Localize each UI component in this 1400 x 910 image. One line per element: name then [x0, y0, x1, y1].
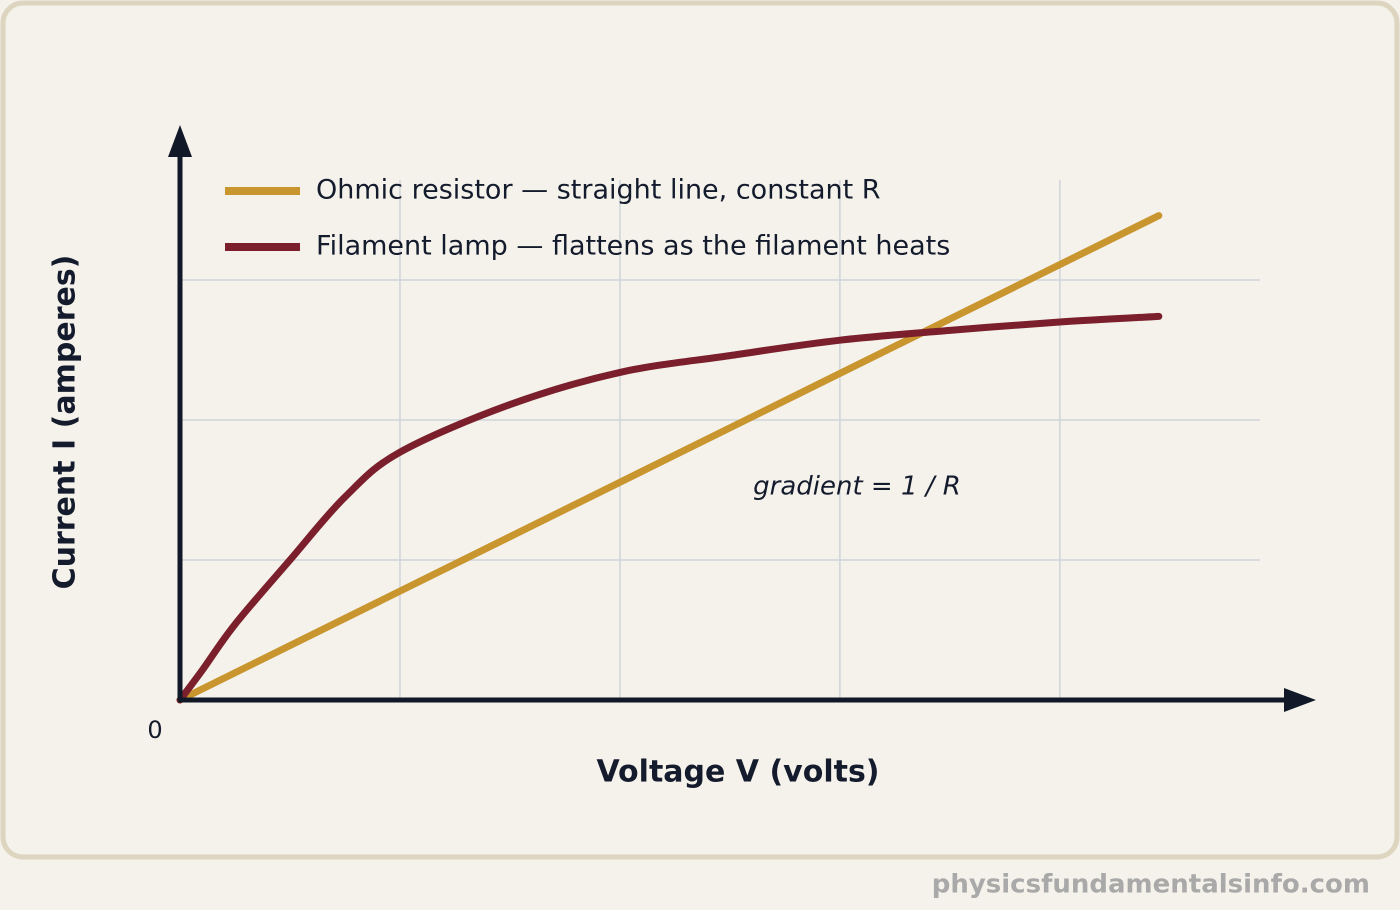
- y-axis-label: Current I (amperes): [48, 255, 83, 590]
- y-arrow: [168, 125, 192, 157]
- watermark: physicsfundamentalsinfo.com: [932, 870, 1370, 900]
- legend-label: Filament lamp — flattens as the filament…: [316, 231, 950, 262]
- data-line: [176, 212, 1163, 704]
- x-axis-label: Voltage V (volts): [596, 755, 879, 790]
- x-arrow: [1284, 688, 1316, 712]
- legend: Ohmic resistor — straight line, constant…: [225, 175, 950, 262]
- data-line: [176, 312, 1163, 704]
- legend-label: Ohmic resistor — straight line, constant…: [316, 175, 881, 206]
- plot: [176, 212, 1163, 704]
- card: [0, 0, 1400, 860]
- x-tick-label: 0: [147, 716, 162, 744]
- annotation: gradient = 1 / R: [753, 472, 961, 502]
